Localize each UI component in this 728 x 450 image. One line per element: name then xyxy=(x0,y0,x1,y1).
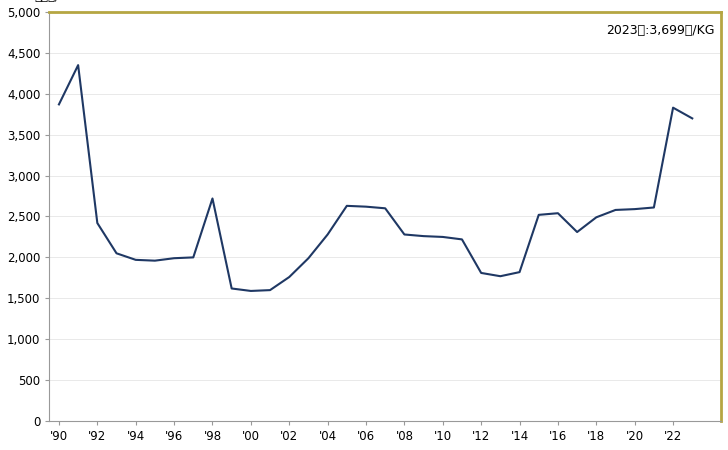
Text: 単位円/KG: 単位円/KG xyxy=(35,0,76,3)
Text: 2023年:3,699円/KG: 2023年:3,699円/KG xyxy=(606,24,714,37)
